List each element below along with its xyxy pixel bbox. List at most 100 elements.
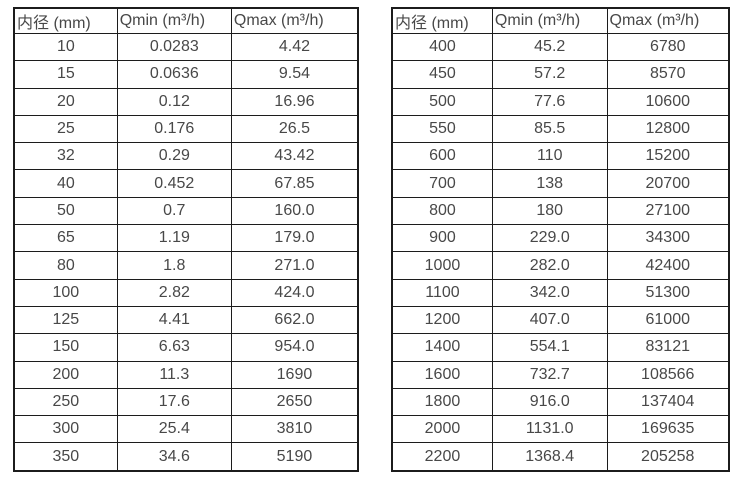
table-cell: 282.0 bbox=[491, 251, 608, 280]
table-row: 1200 407.0 61000 bbox=[391, 305, 730, 335]
table-cell: 80 bbox=[13, 251, 118, 280]
table-cell: 125 bbox=[13, 305, 118, 335]
table-cell: 800 bbox=[391, 196, 493, 226]
table-cell: 25.4 bbox=[116, 415, 232, 444]
table-cell: 916.0 bbox=[491, 387, 608, 417]
table-cell: 16.96 bbox=[230, 87, 359, 116]
table-cell: 1200 bbox=[391, 305, 493, 335]
table-cell: 0.29 bbox=[116, 142, 232, 171]
table-cell: 205258 bbox=[606, 442, 730, 472]
table-row: 125 4.41 662.0 bbox=[13, 305, 359, 335]
table-row: 32 0.29 43.42 bbox=[13, 142, 359, 171]
table-cell: 137404 bbox=[606, 387, 730, 417]
table-cell: 4.42 bbox=[230, 32, 359, 62]
table-cell: 180 bbox=[491, 196, 608, 226]
table-cell: 32 bbox=[13, 142, 118, 171]
column-header-1: Qmin (m³/h) bbox=[491, 7, 608, 34]
table-cell: 0.0636 bbox=[116, 60, 232, 89]
table-cell: 1600 bbox=[391, 360, 493, 389]
table-row: 2000 1131.0 169635 bbox=[391, 415, 730, 444]
table-cell: 250 bbox=[13, 387, 118, 417]
table-cell: 110 bbox=[491, 142, 608, 171]
table-cell: 169635 bbox=[606, 415, 730, 444]
table-cell: 34300 bbox=[606, 224, 730, 253]
table-row: 1000 282.0 42400 bbox=[391, 251, 730, 280]
table-cell: 4.41 bbox=[116, 305, 232, 335]
table-row: 1800 916.0 137404 bbox=[391, 387, 730, 417]
table-cell: 350 bbox=[13, 442, 118, 472]
table-cell: 1131.0 bbox=[491, 415, 608, 444]
table-row: 800 180 27100 bbox=[391, 196, 730, 226]
table-cell: 61000 bbox=[606, 305, 730, 335]
table-cell: 5190 bbox=[230, 442, 359, 472]
table-cell: 1800 bbox=[391, 387, 493, 417]
table-cell: 0.176 bbox=[116, 114, 232, 144]
table-row: 400 45.2 6780 bbox=[391, 32, 730, 62]
table-row: 20 0.12 16.96 bbox=[13, 87, 359, 116]
table-row: 15 0.0636 9.54 bbox=[13, 60, 359, 89]
table-row: 550 85.5 12800 bbox=[391, 114, 730, 144]
table-cell: 9.54 bbox=[230, 60, 359, 89]
table-row: 700 138 20700 bbox=[391, 169, 730, 198]
table-cell: 26.5 bbox=[230, 114, 359, 144]
table-cell: 732.7 bbox=[491, 360, 608, 389]
table-cell: 1.19 bbox=[116, 224, 232, 253]
table-cell: 600 bbox=[391, 142, 493, 171]
table-cell: 2200 bbox=[391, 442, 493, 472]
table-cell: 83121 bbox=[606, 333, 730, 362]
column-header-0: 内径 (mm) bbox=[13, 7, 118, 34]
table-row: 200 11.3 1690 bbox=[13, 360, 359, 389]
column-header-2: Qmax (m³/h) bbox=[230, 7, 359, 34]
table-row: 150 6.63 954.0 bbox=[13, 333, 359, 362]
table-cell: 1368.4 bbox=[491, 442, 608, 472]
table-row: 10 0.0283 4.42 bbox=[13, 32, 359, 62]
table-cell: 0.0283 bbox=[116, 32, 232, 62]
table-cell: 271.0 bbox=[230, 251, 359, 280]
table-row: 250 17.6 2650 bbox=[13, 387, 359, 417]
table-row: 1100 342.0 51300 bbox=[391, 278, 730, 307]
table-cell: 27100 bbox=[606, 196, 730, 226]
table-cell: 67.85 bbox=[230, 169, 359, 198]
table-cell: 0.452 bbox=[116, 169, 232, 198]
flow-table-small-diameters: 内径 (mm) Qmin (m³/h) Qmax (m³/h) 10 0.0283 4.4… bbox=[13, 7, 359, 472]
table-row: 900 229.0 34300 bbox=[391, 224, 730, 253]
table-cell: 424.0 bbox=[230, 278, 359, 307]
table-cell: 50 bbox=[13, 196, 118, 226]
table-cell: 900 bbox=[391, 224, 493, 253]
table-row: 65 1.19 179.0 bbox=[13, 224, 359, 253]
table-row: 50 0.7 160.0 bbox=[13, 196, 359, 226]
table-cell: 3810 bbox=[230, 415, 359, 444]
table-row: 600 110 15200 bbox=[391, 142, 730, 171]
table-cell: 45.2 bbox=[491, 32, 608, 62]
table-cell: 229.0 bbox=[491, 224, 608, 253]
table-row: 300 25.4 3810 bbox=[13, 415, 359, 444]
table-row: 1600 732.7 108566 bbox=[391, 360, 730, 389]
table-row: 350 34.6 5190 bbox=[13, 442, 359, 472]
table-cell: 15200 bbox=[606, 142, 730, 171]
table-cell: 179.0 bbox=[230, 224, 359, 253]
table-cell: 65 bbox=[13, 224, 118, 253]
table-cell: 20 bbox=[13, 87, 118, 116]
table-cell: 57.2 bbox=[491, 60, 608, 89]
table-cell: 662.0 bbox=[230, 305, 359, 335]
table-row: 450 57.2 8570 bbox=[391, 60, 730, 89]
table-cell: 2000 bbox=[391, 415, 493, 444]
table-cell: 0.7 bbox=[116, 196, 232, 226]
table-row: 2200 1368.4 205258 bbox=[391, 442, 730, 472]
table-cell: 400 bbox=[391, 32, 493, 62]
table-cell: 150 bbox=[13, 333, 118, 362]
table-cell: 160.0 bbox=[230, 196, 359, 226]
table-cell: 10600 bbox=[606, 87, 730, 116]
table-cell: 200 bbox=[13, 360, 118, 389]
table-row: 40 0.452 67.85 bbox=[13, 169, 359, 198]
table-row: 25 0.176 26.5 bbox=[13, 114, 359, 144]
table-cell: 550 bbox=[391, 114, 493, 144]
column-header-0: 内径 (mm) bbox=[391, 7, 493, 34]
table-cell: 6780 bbox=[606, 32, 730, 62]
table-cell: 2.82 bbox=[116, 278, 232, 307]
table-cell: 954.0 bbox=[230, 333, 359, 362]
table-cell: 11.3 bbox=[116, 360, 232, 389]
table-cell: 51300 bbox=[606, 278, 730, 307]
table-cell: 1000 bbox=[391, 251, 493, 280]
